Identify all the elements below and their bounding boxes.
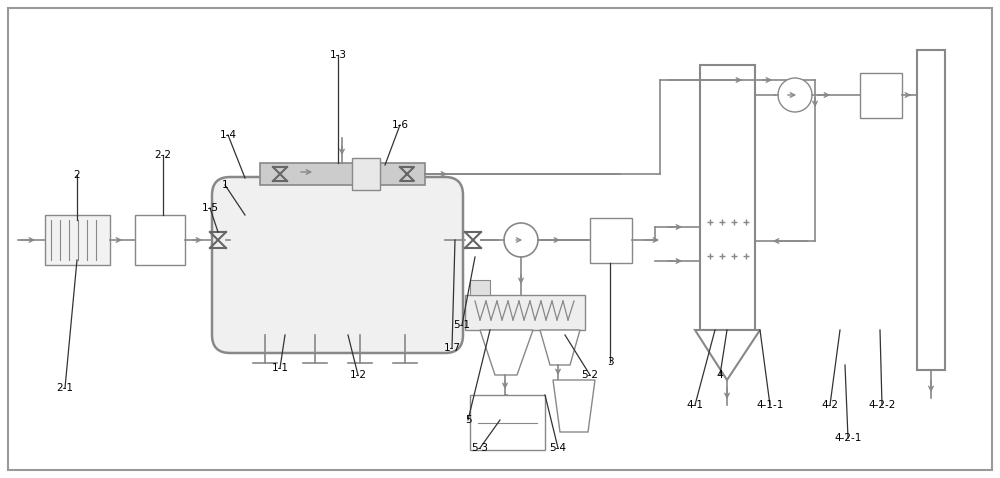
Text: 1-6: 1-6 xyxy=(392,120,409,130)
Text: 1-3: 1-3 xyxy=(330,50,347,60)
Circle shape xyxy=(778,78,812,112)
Text: 5: 5 xyxy=(465,415,471,425)
Text: 2-1: 2-1 xyxy=(56,383,74,393)
Text: 5-4: 5-4 xyxy=(550,443,566,453)
Text: 1-2: 1-2 xyxy=(350,370,366,380)
Polygon shape xyxy=(480,330,533,375)
FancyBboxPatch shape xyxy=(212,177,463,353)
Bar xyxy=(465,295,585,330)
Bar xyxy=(860,73,902,118)
Text: 2-2: 2-2 xyxy=(154,150,172,160)
Text: 4-2-2: 4-2-2 xyxy=(868,400,896,410)
Text: 4-1: 4-1 xyxy=(686,400,704,410)
Bar xyxy=(135,215,185,265)
Circle shape xyxy=(504,223,538,257)
Bar xyxy=(700,65,755,330)
Text: 1-1: 1-1 xyxy=(272,363,288,373)
Bar xyxy=(590,218,632,263)
Bar xyxy=(45,215,110,265)
Text: 4-2-1: 4-2-1 xyxy=(834,433,862,443)
Text: 5-3: 5-3 xyxy=(472,443,488,453)
Polygon shape xyxy=(540,330,580,365)
Bar xyxy=(470,280,490,295)
Bar xyxy=(470,395,545,450)
Text: 1: 1 xyxy=(222,180,228,190)
Text: 1-5: 1-5 xyxy=(202,203,218,213)
Text: 5-2: 5-2 xyxy=(582,370,598,380)
FancyBboxPatch shape xyxy=(8,8,992,470)
Text: 4-2: 4-2 xyxy=(822,400,838,410)
Polygon shape xyxy=(695,330,760,380)
Text: 2: 2 xyxy=(74,170,80,180)
Text: 5-1: 5-1 xyxy=(454,320,471,330)
Polygon shape xyxy=(553,380,595,432)
Text: 1-4: 1-4 xyxy=(220,130,237,140)
Bar xyxy=(352,158,380,190)
Text: 3: 3 xyxy=(607,357,613,367)
Bar xyxy=(917,50,945,370)
Text: 4-1-1: 4-1-1 xyxy=(756,400,784,410)
Bar xyxy=(260,163,425,185)
Text: 1-7: 1-7 xyxy=(444,343,460,353)
Text: 4: 4 xyxy=(717,370,723,380)
